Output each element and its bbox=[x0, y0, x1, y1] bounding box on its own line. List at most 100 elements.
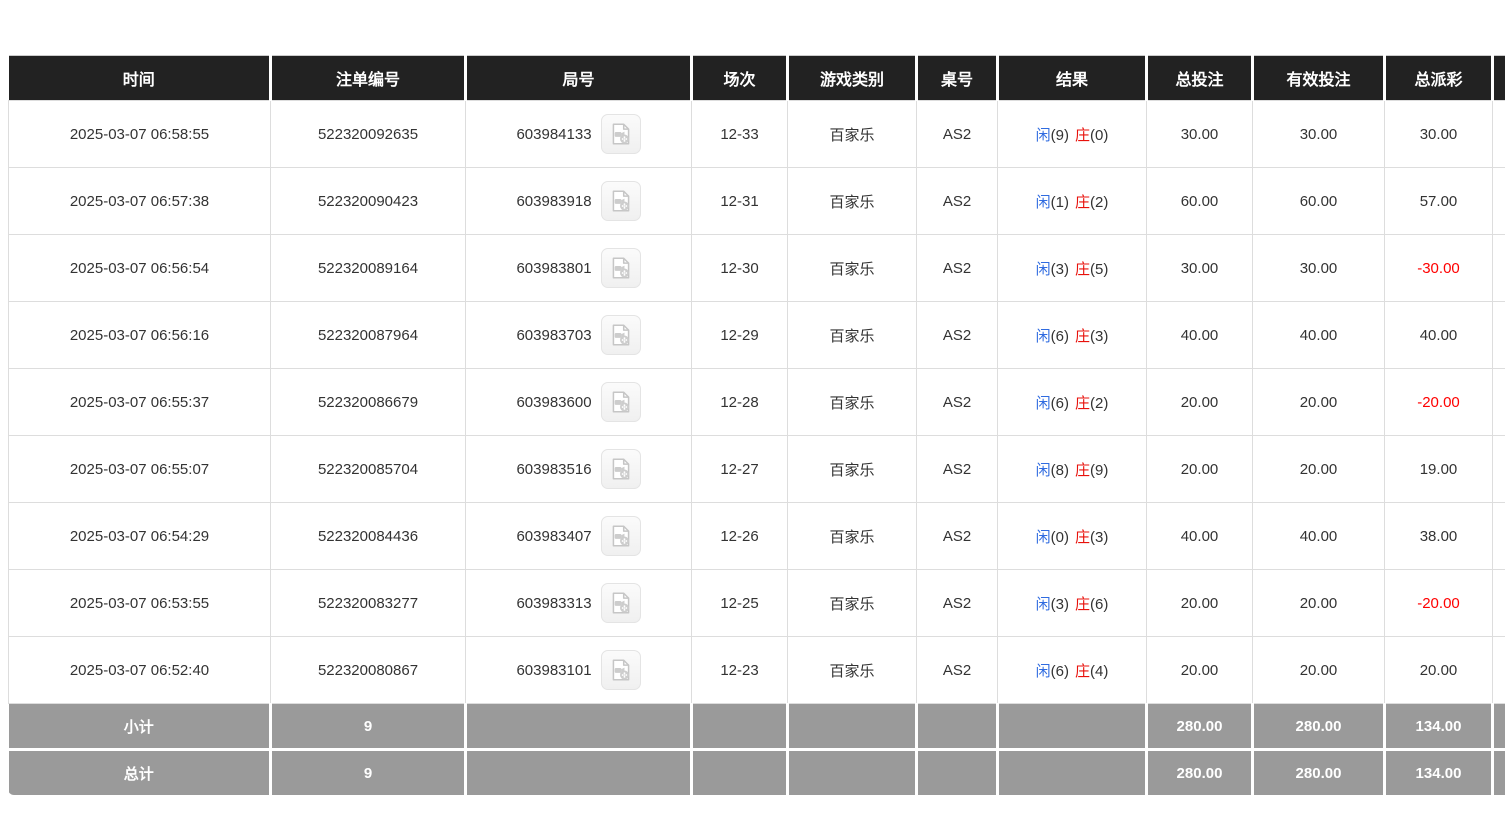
result-player-value: (6) bbox=[1050, 662, 1069, 680]
cell-round: 603983703 bbox=[465, 301, 692, 369]
footer-extra bbox=[1492, 703, 1505, 750]
cell-extra bbox=[1492, 368, 1505, 436]
cell-payout: 38.00 bbox=[1384, 502, 1493, 570]
column-header-payout: 总派彩 bbox=[1384, 55, 1494, 101]
cell-total-bet[interactable]: 20.00 bbox=[1146, 435, 1253, 503]
cell-time: 2025-03-07 06:55:37 bbox=[8, 368, 271, 436]
column-header-table_no: 桌号 bbox=[916, 55, 999, 101]
cell-valid-bet: 20.00 bbox=[1252, 435, 1385, 503]
cell-bet-id: 522320092635 bbox=[270, 100, 466, 168]
cell-time: 2025-03-07 06:52:40 bbox=[8, 636, 271, 704]
cell-session: 12-25 bbox=[691, 569, 788, 637]
cell-total-bet[interactable]: 40.00 bbox=[1146, 301, 1253, 369]
result-player-value: (6) bbox=[1050, 394, 1069, 412]
cell-round: 603983407 bbox=[465, 502, 692, 570]
round-cell-inner: 603983703 bbox=[516, 315, 641, 355]
result-player-value: (0) bbox=[1050, 528, 1069, 546]
column-header-extra bbox=[1492, 55, 1505, 101]
cell-extra bbox=[1492, 435, 1505, 503]
cell-extra bbox=[1492, 569, 1505, 637]
table-row: 2025-03-07 06:53:55 522320083277 603983313… bbox=[8, 569, 1505, 637]
cell-result: 闲(8) 庄(9) bbox=[997, 435, 1147, 503]
round-cell-inner: 603983313 bbox=[516, 583, 641, 623]
footer-empty-cell bbox=[997, 703, 1148, 750]
cell-result: 闲(6) 庄(4) bbox=[997, 636, 1147, 704]
result-player-label: 闲 bbox=[1035, 394, 1051, 412]
footer-payout: 134.00 bbox=[1384, 748, 1494, 795]
round-video-button[interactable] bbox=[600, 248, 641, 288]
footer-count: 9 bbox=[270, 703, 467, 750]
round-video-button[interactable] bbox=[600, 181, 641, 221]
result-banker-value: (2) bbox=[1090, 394, 1109, 412]
footer-empty-cell bbox=[997, 748, 1148, 795]
round-video-button[interactable] bbox=[600, 449, 641, 489]
result-banker-value: (2) bbox=[1090, 193, 1109, 211]
round-video-button[interactable] bbox=[600, 114, 641, 154]
cell-table-no: AS2 bbox=[916, 301, 998, 369]
result-player-label: 闲 bbox=[1035, 595, 1051, 613]
footer-empty-cell bbox=[787, 748, 918, 795]
result-banker-label: 庄 bbox=[1075, 461, 1091, 479]
result-player-label: 闲 bbox=[1035, 126, 1051, 144]
round-number: 603983801 bbox=[516, 259, 592, 277]
cell-table-no: AS2 bbox=[916, 234, 998, 302]
video-file-icon bbox=[612, 592, 629, 614]
cell-valid-bet: 20.00 bbox=[1252, 636, 1385, 704]
table-body: 2025-03-07 06:58:55 522320092635 603984133… bbox=[8, 100, 1505, 704]
cell-session: 12-33 bbox=[691, 100, 788, 168]
cell-total-bet[interactable]: 20.00 bbox=[1146, 368, 1253, 436]
cell-total-bet[interactable]: 30.00 bbox=[1146, 234, 1253, 302]
round-video-button[interactable] bbox=[600, 583, 641, 623]
column-header-result: 结果 bbox=[997, 55, 1148, 101]
round-video-button[interactable] bbox=[600, 382, 641, 422]
cell-table-no: AS2 bbox=[916, 167, 998, 235]
video-file-icon bbox=[612, 659, 629, 681]
result-player-value: (9) bbox=[1050, 126, 1069, 144]
cell-table-no: AS2 bbox=[916, 435, 998, 503]
cell-total-bet[interactable]: 30.00 bbox=[1146, 100, 1253, 168]
cell-game-type: 百家乐 bbox=[787, 636, 917, 704]
cell-round: 603983600 bbox=[465, 368, 692, 436]
round-video-button[interactable] bbox=[600, 315, 641, 355]
round-cell-inner: 603983801 bbox=[516, 248, 641, 288]
table-row: 2025-03-07 06:56:54 522320089164 603983801… bbox=[8, 234, 1505, 302]
round-cell-inner: 603983918 bbox=[516, 181, 641, 221]
cell-total-bet[interactable]: 20.00 bbox=[1146, 569, 1253, 637]
cell-time: 2025-03-07 06:55:07 bbox=[8, 435, 271, 503]
cell-session: 12-30 bbox=[691, 234, 788, 302]
cell-session: 12-29 bbox=[691, 301, 788, 369]
cell-payout: 40.00 bbox=[1384, 301, 1493, 369]
round-cell-inner: 603984133 bbox=[516, 114, 641, 154]
grand-total-row: 总计 9 280.00 280.00 134.00 bbox=[8, 748, 1505, 795]
cell-time: 2025-03-07 06:56:16 bbox=[8, 301, 271, 369]
cell-total-bet[interactable]: 40.00 bbox=[1146, 502, 1253, 570]
round-video-button[interactable] bbox=[600, 516, 641, 556]
result-banker-label: 庄 bbox=[1075, 595, 1091, 613]
cell-result: 闲(6) 庄(2) bbox=[997, 368, 1147, 436]
cell-total-bet[interactable]: 20.00 bbox=[1146, 636, 1253, 704]
cell-table-no: AS2 bbox=[916, 368, 998, 436]
table-row: 2025-03-07 06:58:55 522320092635 603984133… bbox=[8, 100, 1505, 168]
video-file-icon bbox=[612, 190, 629, 212]
cell-payout: -20.00 bbox=[1384, 368, 1493, 436]
result-banker-label: 庄 bbox=[1075, 662, 1091, 680]
cell-game-type: 百家乐 bbox=[787, 167, 917, 235]
footer-count: 9 bbox=[270, 748, 467, 795]
cell-table-no: AS2 bbox=[916, 636, 998, 704]
cell-result: 闲(3) 庄(6) bbox=[997, 569, 1147, 637]
bet-records-table: 时间 注单编号 局号 场次 游戏类别 桌号 结果 总投注 有效投注 总派彩 2025-03-07 … bbox=[8, 55, 1505, 795]
cell-total-bet[interactable]: 60.00 bbox=[1146, 167, 1253, 235]
table-row: 2025-03-07 06:57:38 522320090423 603983918… bbox=[8, 167, 1505, 235]
cell-table-no: AS2 bbox=[916, 100, 998, 168]
footer-total-bet: 280.00 bbox=[1146, 748, 1254, 795]
footer-valid-bet: 280.00 bbox=[1252, 748, 1386, 795]
cell-valid-bet: 60.00 bbox=[1252, 167, 1385, 235]
round-video-button[interactable] bbox=[600, 650, 641, 690]
result-player-label: 闲 bbox=[1035, 662, 1051, 680]
cell-game-type: 百家乐 bbox=[787, 368, 917, 436]
result-banker-value: (0) bbox=[1090, 126, 1109, 144]
cell-valid-bet: 40.00 bbox=[1252, 301, 1385, 369]
cell-result: 闲(9) 庄(0) bbox=[997, 100, 1147, 168]
video-file-icon bbox=[612, 525, 629, 547]
cell-result: 闲(6) 庄(3) bbox=[997, 301, 1147, 369]
